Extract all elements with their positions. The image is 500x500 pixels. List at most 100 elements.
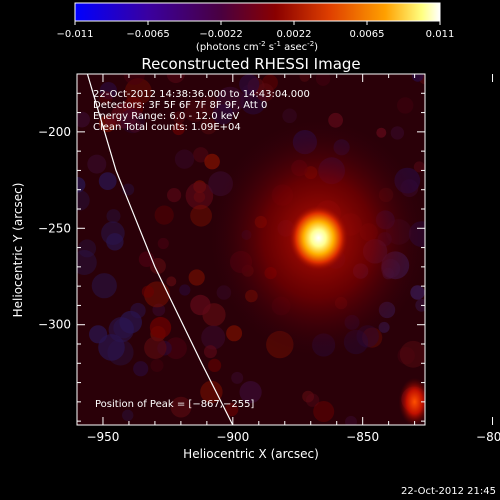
footer-timestamp: 22-Oct-2012 21:45 — [401, 486, 496, 497]
texture-speckle — [101, 221, 125, 245]
texture-speckle — [415, 298, 425, 312]
texture-speckle — [111, 103, 137, 129]
texture-speckle — [376, 127, 387, 138]
texture-speckle — [98, 172, 117, 191]
solar-limb-curve — [86, 74, 234, 425]
texture-speckle — [113, 317, 134, 339]
texture-speckle — [203, 345, 217, 359]
y-tick-label: −300 — [38, 318, 71, 332]
texture-speckle — [239, 74, 260, 95]
texture-speckle — [200, 118, 217, 135]
texture-speckle — [77, 190, 90, 211]
texture-speckle — [165, 337, 187, 360]
texture-speckle — [77, 177, 86, 193]
y-tick-label: −250 — [38, 221, 71, 235]
annotation-line: Detectors: 3F 5F 6F 7F 8F 9F, Att 0 — [93, 100, 267, 111]
colorbar-ticks: −0.011 −0.0065 −0.0022 0.0022 0.0065 0.011 — [56, 21, 454, 40]
texture-speckle — [190, 294, 211, 316]
texture-speckle — [302, 390, 314, 403]
texture-speckle — [133, 361, 149, 377]
texture-speckle — [231, 371, 244, 384]
texture-speckle — [122, 409, 134, 421]
texture-speckle — [78, 239, 97, 258]
texture-speckle — [193, 147, 209, 163]
annotation-line: 22-Oct-2012 14:38:36.000 to 14:43:04.000 — [93, 89, 310, 100]
texture-speckle — [157, 237, 169, 250]
x-tick-label: −800 — [476, 430, 500, 444]
texture-speckle — [224, 402, 239, 417]
texture-speckle — [144, 336, 167, 359]
texture-speckle — [172, 111, 186, 124]
texture-speckle — [305, 393, 320, 407]
texture-speckle — [149, 316, 172, 339]
texture-speckle — [413, 161, 425, 173]
texture-speckle — [226, 325, 243, 342]
texture-speckle — [149, 258, 166, 274]
texture-speckle — [200, 380, 223, 404]
annotation-line: Clean Total counts: 1.09E+04 — [93, 122, 241, 133]
x-tick-label: −900 — [216, 430, 249, 444]
x-axis-ticks: −950 −900 −850 −800 — [76, 74, 500, 444]
texture-speckle — [397, 347, 415, 365]
y-axis-label: Heliocentric Y (arcsec) — [11, 183, 25, 318]
colorbar-tick-label: −0.0022 — [199, 29, 242, 40]
texture-speckle — [184, 99, 207, 123]
texture-speckle — [188, 269, 205, 286]
texture-speckle — [150, 359, 164, 372]
texture-speckle — [77, 250, 97, 275]
texture-speckle — [170, 396, 192, 418]
texture-speckle — [87, 154, 107, 174]
texture-speckle — [141, 285, 154, 298]
texture-speckle — [201, 325, 226, 350]
texture-speckle — [282, 108, 297, 124]
x-axis-label: Heliocentric X (arcsec) — [183, 447, 319, 461]
plot-frame — [76, 73, 426, 426]
colorbar-tick-label: −0.011 — [56, 29, 93, 40]
texture-speckle — [397, 97, 414, 114]
secondary-source — [398, 377, 425, 425]
colorbar-gradient — [75, 3, 440, 21]
texture-speckle — [399, 340, 425, 368]
texture-speckle — [212, 104, 233, 125]
texture-speckle — [120, 108, 145, 134]
texture-speckle — [313, 401, 335, 422]
texture-speckle — [204, 153, 220, 170]
texture-speckle — [77, 111, 90, 128]
image-area — [77, 74, 425, 425]
x-tick-label: −850 — [346, 430, 379, 444]
texture-speckle — [390, 126, 405, 140]
texture-speckle — [315, 74, 331, 86]
peak-source — [288, 204, 349, 271]
texture-speckle — [99, 91, 113, 105]
texture-speckle — [167, 188, 182, 203]
colorbar-tick-label: 0.011 — [426, 29, 455, 40]
texture-speckle — [130, 302, 146, 319]
texture-speckle — [99, 82, 118, 100]
chart-title: Reconstructed RHESSI Image — [141, 55, 360, 73]
texture-speckle — [154, 205, 174, 225]
peak-position-label: Position of Peak = [−867,−255] — [95, 399, 254, 410]
colorbar-tick-label: 0.0022 — [277, 29, 312, 40]
colorbar-tick-label: 0.0065 — [350, 29, 385, 40]
texture-speckle — [345, 415, 357, 425]
texture-speckle — [255, 83, 275, 102]
texture-speckle — [106, 209, 121, 224]
x-tick-label: −950 — [86, 430, 119, 444]
annotation-line: Energy Range: 6.0 - 12.0 keV — [93, 111, 239, 122]
texture-speckle — [190, 204, 213, 227]
texture-speckle — [299, 74, 310, 82]
image-annotations: 22-Oct-2012 14:38:36.000 to 14:43:04.000… — [93, 89, 310, 133]
texture-speckle — [172, 122, 185, 136]
texture-speckle — [239, 381, 262, 404]
texture-speckle — [411, 74, 424, 82]
texture-speckle — [166, 276, 177, 287]
colorbar-frame — [74, 2, 441, 22]
texture-speckle — [91, 273, 117, 299]
texture-speckle — [174, 149, 195, 169]
texture-speckle — [166, 74, 185, 84]
y-axis-ticks: −200 −250 −300 — [38, 73, 425, 422]
texture-speckle — [185, 181, 214, 210]
colorbar: −0.011 −0.0065 −0.0022 0.0022 0.0065 0.011 (p… — [56, 2, 454, 53]
texture-speckle — [98, 334, 125, 361]
